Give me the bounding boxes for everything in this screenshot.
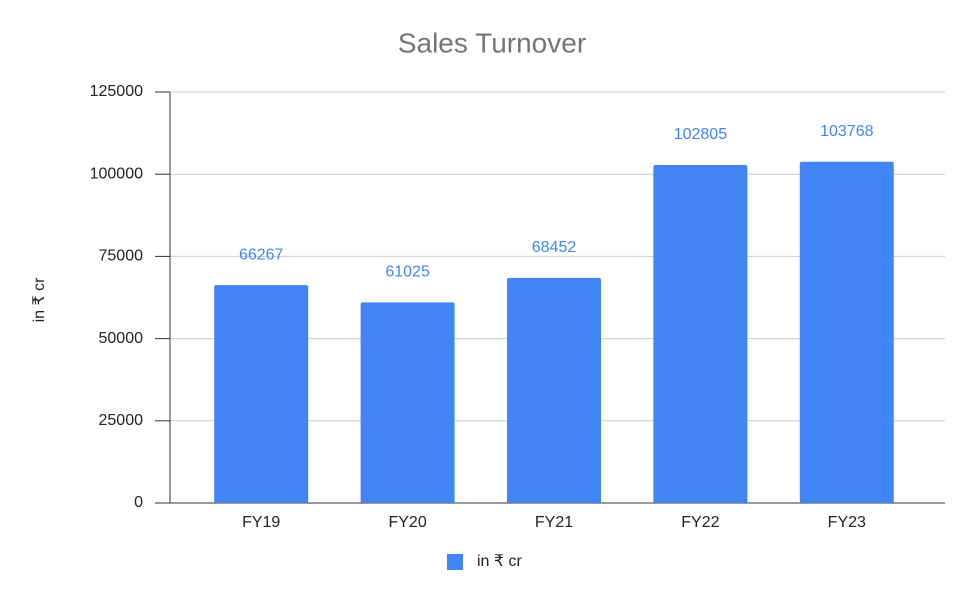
chart-title: Sales Turnover — [398, 27, 586, 58]
y-tick-label: 25000 — [99, 412, 144, 429]
bar — [653, 164, 748, 503]
x-tick-label: FY23 — [828, 514, 866, 531]
bar — [360, 302, 455, 503]
y-axis-label: in ₹ cr — [31, 277, 48, 323]
data-label: 103768 — [820, 123, 873, 140]
y-tick-label: 75000 — [99, 248, 144, 265]
x-tick-label: FY20 — [388, 514, 426, 531]
data-label: 102805 — [674, 126, 727, 143]
x-tick-label: FY22 — [681, 514, 719, 531]
bar — [799, 161, 894, 503]
data-label: 61025 — [385, 264, 430, 281]
x-tick-label: FY21 — [535, 514, 573, 531]
y-tick-label: 0 — [134, 494, 143, 511]
y-tick-label: 50000 — [99, 330, 144, 347]
bar — [507, 277, 601, 503]
x-tick-label: FY19 — [242, 514, 280, 531]
legend-swatch — [447, 554, 463, 570]
y-tick-label: 100000 — [90, 165, 143, 182]
legend-label: in ₹ cr — [477, 553, 523, 570]
data-label: 66267 — [239, 246, 284, 263]
data-label: 68452 — [532, 239, 577, 256]
bar — [214, 285, 309, 503]
y-tick-label: 125000 — [90, 83, 143, 100]
